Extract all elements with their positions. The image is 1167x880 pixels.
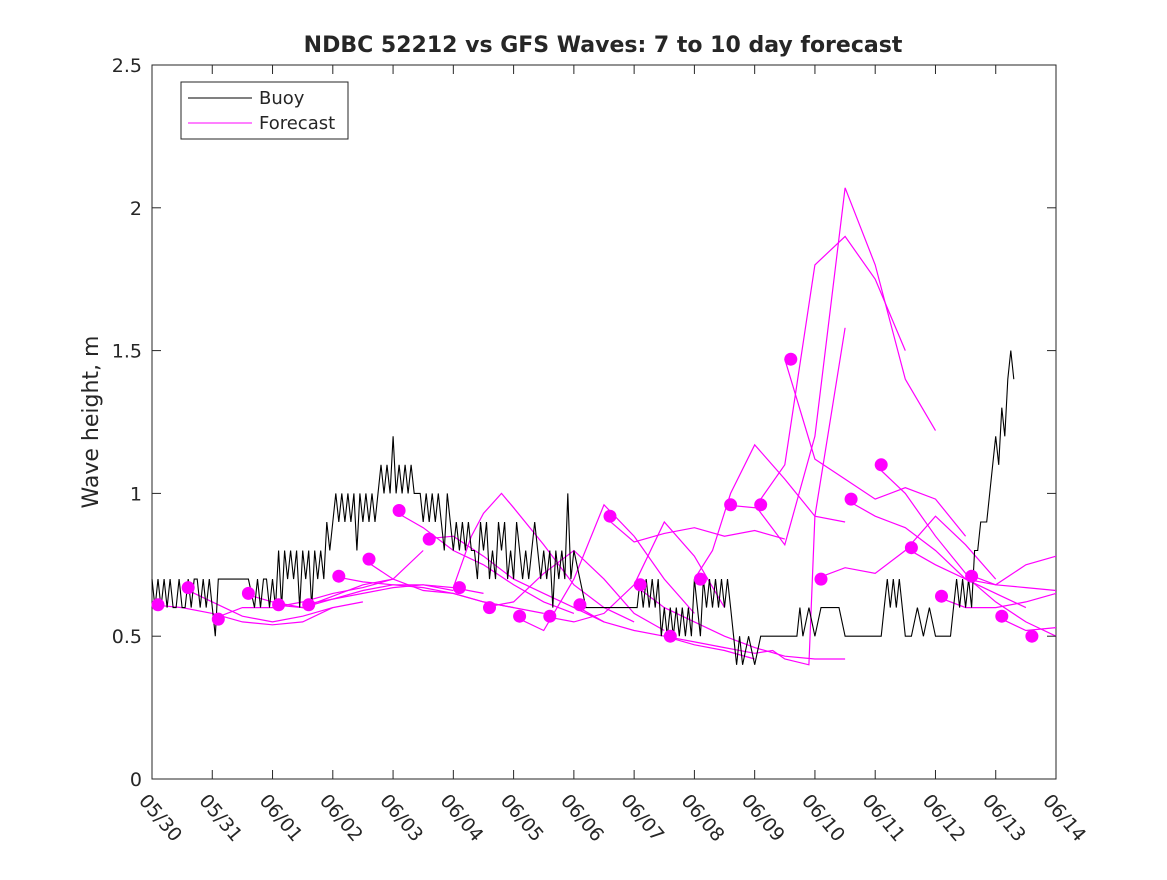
forecast-point-2 (211, 612, 225, 626)
forecast-point-22 (814, 572, 828, 586)
y-tick-label: 2.5 (112, 55, 142, 77)
legend-forecast-label: Forecast (259, 113, 335, 134)
forecast-point-3 (241, 586, 255, 600)
forecast-point-5 (302, 598, 316, 612)
forecast-line-20 (754, 187, 937, 547)
forecast-point-19 (724, 498, 738, 512)
legend-box (180, 81, 349, 140)
forecast-point-27 (965, 569, 979, 583)
legend-buoy-label: Buoy (259, 88, 305, 109)
y-tick-label: 1 (130, 483, 142, 505)
forecast-point-10 (452, 581, 466, 595)
plot-area: 05/30 05/31 06/01 06/02 06/03 06/04 06/05 06/06… (112, 55, 1090, 846)
forecast-line-24 (874, 464, 1057, 586)
forecast-line-7 (362, 558, 544, 614)
y-tick-label: 1.5 (112, 341, 142, 363)
forecast-point-21 (784, 352, 798, 366)
forecast-point-17 (663, 629, 677, 643)
buoy-line (151, 350, 1015, 665)
y-tick-label: 0 (130, 769, 142, 791)
forecast-point-14 (573, 598, 587, 612)
forecast-point-13 (543, 609, 557, 623)
y-axis-label: Wave height, m (79, 336, 104, 509)
buoy-series (151, 350, 1015, 665)
forecast-point-11 (483, 601, 496, 615)
forecast-line-12 (513, 503, 695, 632)
forecast-point-15 (603, 509, 617, 523)
forecast-markers (151, 352, 1039, 643)
forecast-point-20 (754, 498, 768, 512)
forecast-point-28 (995, 609, 1009, 623)
forecast-line-16 (633, 584, 846, 660)
forecast-line-8 (392, 509, 575, 614)
forecast-point-26 (935, 589, 948, 603)
forecast-point-29 (1025, 629, 1039, 643)
forecast-point-8 (392, 504, 406, 517)
forecast-line-2 (212, 578, 394, 620)
forecast-point-23 (844, 492, 858, 506)
chart-title: NDBC 52212 vs GFS Waves: 7 to 10 day for… (304, 33, 903, 58)
forecast-line-26 (935, 592, 1057, 609)
forecast-point-16 (633, 578, 647, 592)
axes-box (151, 64, 1057, 780)
forecast-line-15 (603, 515, 785, 543)
forecast-line-19 (724, 235, 906, 509)
forecast-point-25 (904, 541, 918, 555)
forecast-line-23 (844, 498, 1027, 609)
forecast-point-24 (874, 458, 888, 472)
y-tick-label: 2 (130, 198, 142, 220)
forecast-line-17 (664, 327, 846, 666)
y-axis-ticks: 0 0.5 1 1.5 2 2.5 (112, 55, 1056, 791)
forecast-line-21 (784, 359, 967, 537)
y-tick-label: 0.5 (112, 626, 142, 648)
forecast-point-18 (693, 572, 707, 586)
forecast-point-6 (332, 569, 346, 583)
forecast-point-7 (362, 552, 376, 566)
forecast-line-1 (181, 587, 364, 623)
forecast-point-1 (181, 581, 195, 595)
forecast-line-10 (452, 492, 635, 623)
forecast-point-0 (151, 598, 165, 612)
forecast-point-12 (513, 609, 527, 623)
legend: Buoy Forecast (180, 81, 349, 140)
forecast-line-22 (814, 515, 997, 580)
forecast-point-4 (272, 598, 286, 612)
forecast-line-18 (693, 443, 846, 580)
forecast-line-25 (905, 547, 1057, 592)
forecast-point-9 (422, 532, 436, 546)
